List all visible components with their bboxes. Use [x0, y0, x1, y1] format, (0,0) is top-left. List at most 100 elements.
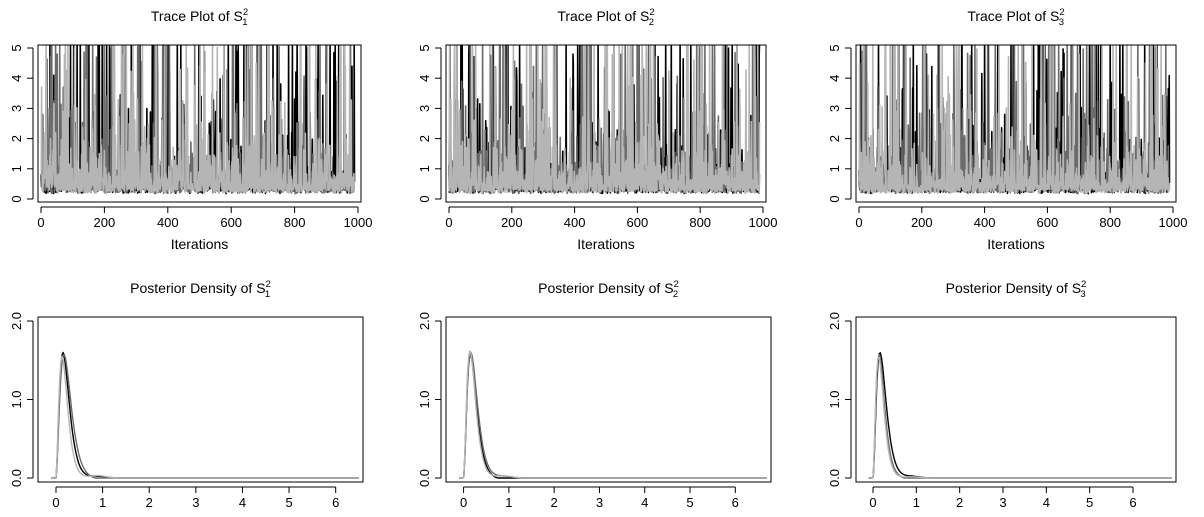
chart-title: Trace Plot of S2 2 — [557, 7, 654, 28]
x-tick-label: 600 — [627, 215, 649, 230]
y-tick-label: 0.0 — [9, 469, 24, 487]
x-tick-label: 0 — [37, 215, 44, 230]
x-tick-label: 200 — [501, 215, 523, 230]
x-tick-label: 800 — [284, 215, 306, 230]
y-tick-label: 0 — [9, 195, 24, 202]
y-tick-label: 5 — [9, 44, 24, 51]
x-tick-label: 4 — [1043, 495, 1050, 510]
x-tick-label: 200 — [911, 215, 933, 230]
x-tick-label: 1000 — [1159, 215, 1188, 230]
x-tick-label: 5 — [1086, 495, 1093, 510]
y-tick-label: 4 — [417, 75, 432, 82]
y-tick-label: 0.0 — [417, 469, 432, 487]
y-tick-label: 4 — [827, 75, 842, 82]
plot-frame — [445, 316, 772, 483]
x-tick-label: 1 — [505, 495, 512, 510]
top-mask — [446, 15, 766, 45]
series-line-3 — [459, 350, 767, 479]
x-tick-label: 3 — [999, 495, 1006, 510]
y-tick-label: 2.0 — [417, 312, 432, 330]
x-tick-label: 3 — [192, 495, 199, 510]
x-tick-label: 0 — [445, 215, 452, 230]
y-tick-label: 0 — [417, 195, 432, 202]
x-tick-label: 0 — [460, 495, 467, 510]
top-mask — [856, 287, 1176, 317]
chart-title: Posterior Density of S2 3 — [946, 279, 1087, 300]
y-tick-label: 2 — [827, 135, 842, 142]
y-tick-label: 1.0 — [9, 390, 24, 408]
x-axis-label: Iterations — [171, 236, 229, 252]
y-tick-label: 2.0 — [9, 312, 24, 330]
chart-title: Trace Plot of S2 1 — [151, 7, 248, 28]
x-tick-label: 6 — [1129, 495, 1136, 510]
x-tick-label: 4 — [239, 495, 246, 510]
plot-frame — [855, 316, 1177, 483]
series-line-3 — [51, 355, 359, 479]
y-tick-label: 2 — [417, 135, 432, 142]
x-tick-label: 0 — [52, 495, 59, 510]
series-line-2 — [51, 353, 359, 479]
top-mask — [38, 15, 361, 45]
y-tick-label: 3 — [9, 105, 24, 112]
top-mask — [856, 15, 1176, 45]
chart-panel-6: Posterior Density of S2 3 0 1 2 3 4 5 6 0.0 1.0 2.0 — [827, 279, 1177, 510]
top-mask — [38, 287, 363, 317]
y-tick-label: 1.0 — [417, 390, 432, 408]
x-tick-label: 6 — [732, 495, 739, 510]
x-tick-label: 400 — [974, 215, 996, 230]
y-tick-label: 0 — [827, 195, 842, 202]
y-tick-label: 3 — [827, 105, 842, 112]
y-tick-label: 0.0 — [827, 469, 842, 487]
x-axis-label: Iterations — [577, 236, 635, 252]
x-tick-label: 0 — [869, 495, 876, 510]
x-tick-label: 5 — [686, 495, 693, 510]
x-tick-label: 5 — [285, 495, 292, 510]
series-line-3 — [868, 356, 1172, 479]
series-line-2 — [868, 354, 1172, 479]
x-tick-label: 3 — [596, 495, 603, 510]
y-tick-label: 5 — [827, 44, 842, 51]
chart-panel-3: Trace Plot of S2 3 0 200 400 600 800 1000 Iterat… — [827, 7, 1187, 252]
y-tick-label: 2 — [9, 135, 24, 142]
chart-title: Posterior Density of S2 2 — [538, 279, 679, 300]
chart-title: Trace Plot of S2 3 — [967, 7, 1064, 28]
x-tick-label: 1 — [99, 495, 106, 510]
plot-frame — [37, 316, 364, 483]
y-tick-label: 3 — [417, 105, 432, 112]
series-line-1 — [459, 354, 767, 479]
x-tick-label: 4 — [641, 495, 648, 510]
plot-frame — [445, 44, 767, 203]
x-tick-label: 400 — [564, 215, 586, 230]
chart-panel-4: Posterior Density of S2 1 0 1 2 3 4 5 6 0.0 1.0 2.0 — [9, 279, 364, 510]
y-tick-label: 1 — [9, 165, 24, 172]
y-tick-label: 2.0 — [827, 312, 842, 330]
plot-frame — [855, 44, 1177, 203]
plot-frame — [37, 44, 362, 203]
y-tick-label: 4 — [9, 75, 24, 82]
x-tick-label: 1 — [913, 495, 920, 510]
chart-panel-2: Trace Plot of S2 2 0 200 400 600 800 1000 Iterat… — [417, 7, 777, 252]
series-line-3 — [858, 41, 1171, 195]
series-line-3 — [40, 41, 356, 195]
top-mask — [446, 287, 771, 317]
y-tick-label: 1 — [827, 165, 842, 172]
chart-title: Posterior Density of S2 1 — [130, 279, 271, 300]
x-tick-label: 6 — [332, 495, 339, 510]
x-tick-label: 200 — [94, 215, 116, 230]
y-tick-label: 1.0 — [827, 390, 842, 408]
x-tick-label: 2 — [146, 495, 153, 510]
x-tick-label: 1000 — [749, 215, 778, 230]
series-line-3 — [448, 41, 761, 195]
chart-panel-5: Posterior Density of S2 2 0 1 2 3 4 5 6 0.0 1.0 2.0 — [417, 279, 772, 510]
x-tick-label: 600 — [1037, 215, 1059, 230]
series-line-1 — [868, 352, 1172, 479]
x-tick-label: 2 — [551, 495, 558, 510]
series-line-2 — [459, 351, 767, 479]
x-tick-label: 400 — [157, 215, 179, 230]
x-tick-label: 1000 — [344, 215, 373, 230]
series-line-1 — [51, 351, 359, 479]
x-tick-label: 2 — [956, 495, 963, 510]
y-tick-label: 1 — [417, 165, 432, 172]
x-tick-label: 800 — [689, 215, 711, 230]
